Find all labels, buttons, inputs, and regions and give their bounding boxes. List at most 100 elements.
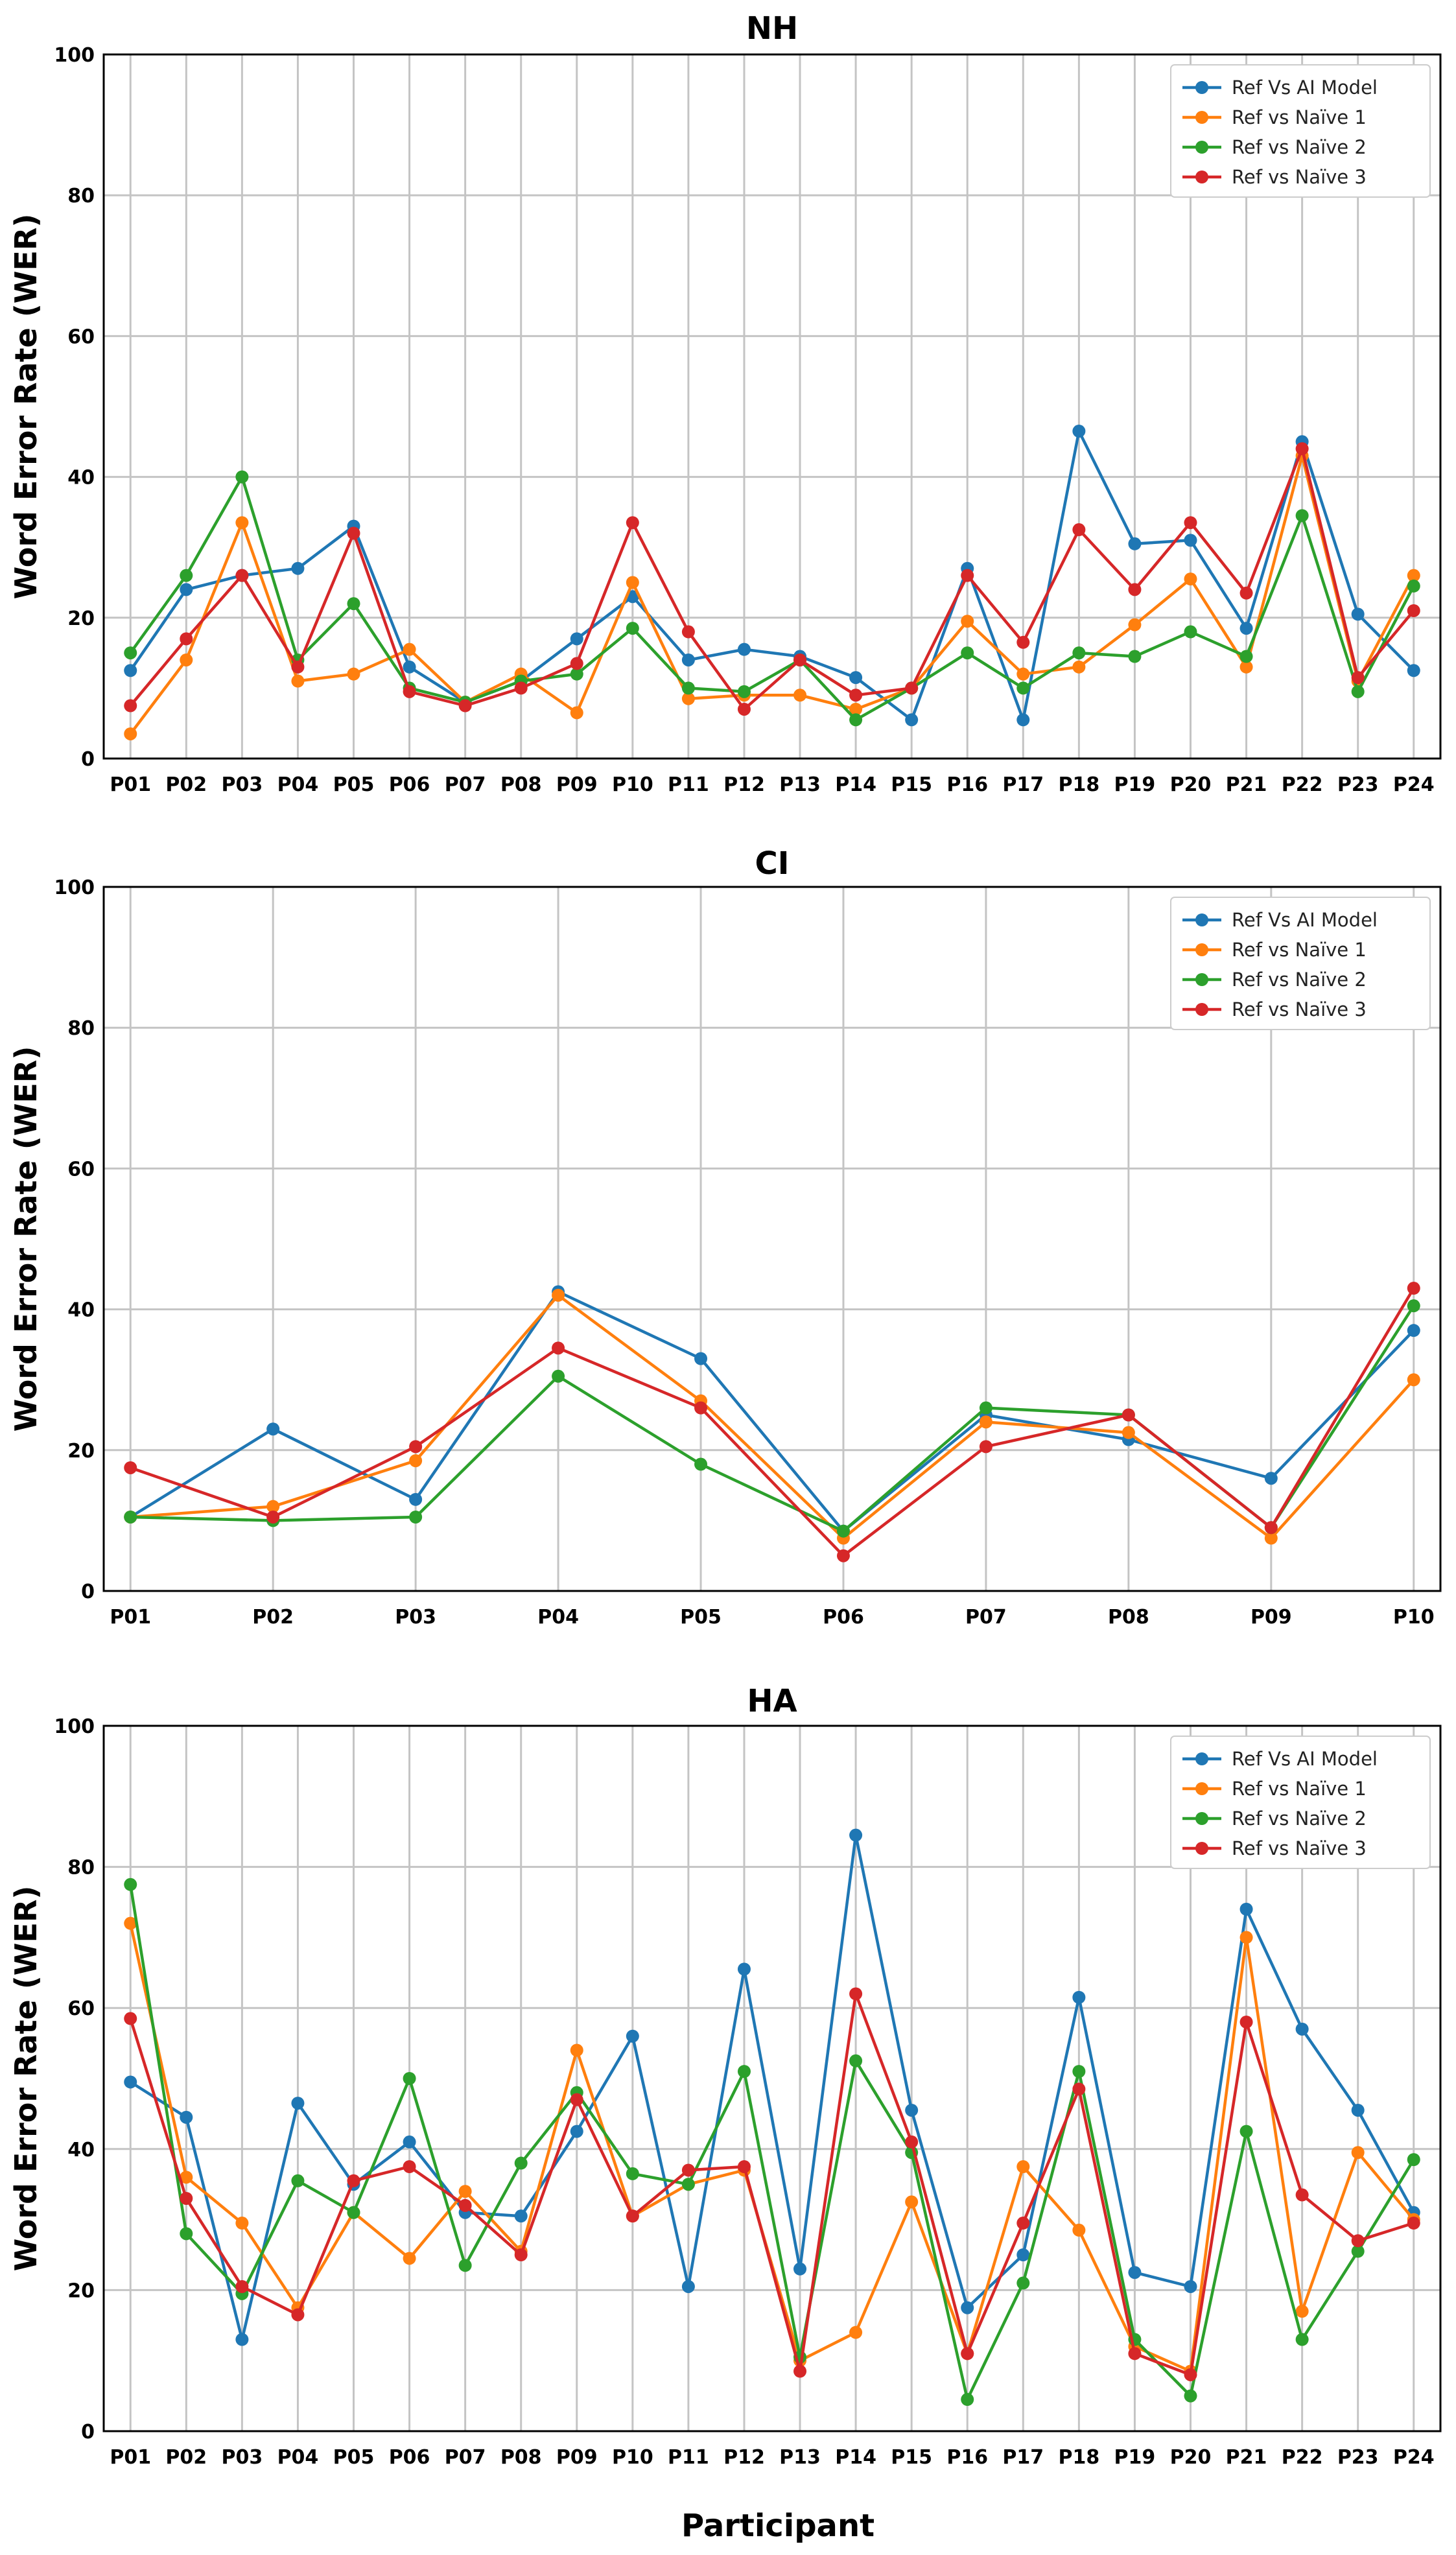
ci-point-ref-vs-na-ve-1 bbox=[1264, 1531, 1278, 1545]
nh-point-ref-vs-na-ve-1 bbox=[180, 653, 193, 666]
ha-legend-marker-ref-vs-na-ve-3 bbox=[1195, 1842, 1208, 1855]
ha-x-tick-label: P22 bbox=[1282, 2446, 1323, 2469]
ha-x-tick-label: P10 bbox=[612, 2446, 653, 2469]
nh-point-ref-vs-ai-model bbox=[180, 583, 193, 596]
ha-x-tick-label: P19 bbox=[1114, 2446, 1156, 2469]
ha-point-ref-vs-na-ve-2 bbox=[737, 2065, 751, 2078]
nh-legend-marker-ref-vs-ai-model bbox=[1195, 81, 1208, 94]
ha-point-ref-vs-na-ve-3 bbox=[793, 2364, 807, 2378]
ha-point-ref-vs-na-ve-1 bbox=[1016, 2160, 1030, 2173]
nh-x-tick-label: P20 bbox=[1170, 773, 1212, 796]
ha-point-ref-vs-na-ve-2 bbox=[1407, 2153, 1420, 2167]
ci-point-ref-vs-na-ve-3 bbox=[552, 1341, 565, 1355]
ci-point-ref-vs-ai-model bbox=[694, 1352, 708, 1365]
nh-point-ref-vs-na-ve-2 bbox=[347, 597, 360, 611]
ci-point-ref-vs-ai-model bbox=[1264, 1472, 1278, 1485]
nh-x-tick-label: P17 bbox=[1002, 773, 1044, 796]
ci-point-ref-vs-na-ve-3 bbox=[694, 1401, 708, 1415]
ha-x-tick-label: P06 bbox=[389, 2446, 430, 2469]
ha-point-ref-vs-ai-model bbox=[1239, 1902, 1253, 1916]
ha-point-ref-vs-na-ve-1 bbox=[458, 2185, 472, 2198]
nh-point-ref-vs-ai-model bbox=[570, 632, 583, 646]
ha-point-ref-vs-ai-model bbox=[626, 2029, 639, 2043]
nh-x-tick-label: P22 bbox=[1282, 773, 1323, 796]
nh-point-ref-vs-ai-model bbox=[681, 653, 695, 666]
ha-point-ref-vs-na-ve-3 bbox=[514, 2248, 528, 2261]
ci-legend-label-ref-vs-na-ve-1: Ref vs Naïve 1 bbox=[1232, 939, 1367, 961]
ci-y-tick-label: 40 bbox=[67, 1299, 95, 1322]
ha-point-ref-vs-na-ve-2 bbox=[291, 2174, 305, 2187]
nh-x-tick-label: P03 bbox=[221, 773, 263, 796]
ha-point-ref-vs-na-ve-2 bbox=[1239, 2125, 1253, 2138]
ha-point-ref-vs-na-ve-2 bbox=[347, 2206, 360, 2219]
ci-y-tick-label: 80 bbox=[67, 1017, 95, 1040]
ci-point-ref-vs-na-ve-3 bbox=[979, 1440, 992, 1454]
ci-point-ref-vs-na-ve-1 bbox=[552, 1288, 565, 1302]
ha-x-tick-label: P04 bbox=[277, 2446, 319, 2469]
ha-point-ref-vs-na-ve-3 bbox=[1072, 2082, 1086, 2096]
nh-point-ref-vs-na-ve-3 bbox=[1072, 523, 1086, 537]
ha-x-tick-label: P21 bbox=[1226, 2446, 1267, 2469]
nh-point-ref-vs-na-ve-1 bbox=[1407, 569, 1420, 582]
nh-legend-marker-ref-vs-na-ve-2 bbox=[1195, 141, 1208, 154]
ci-chart-title: CI bbox=[755, 845, 789, 882]
nh-plot-frame bbox=[102, 53, 1442, 760]
nh-point-ref-vs-ai-model bbox=[1072, 425, 1086, 438]
ha-point-ref-vs-ai-model bbox=[1072, 1990, 1086, 2004]
ha-legend-marker-ref-vs-na-ve-1 bbox=[1195, 1782, 1208, 1795]
ha-point-ref-vs-ai-model bbox=[681, 2279, 695, 2293]
nh-x-tick-label: P18 bbox=[1058, 773, 1099, 796]
ha-point-ref-vs-ai-model bbox=[570, 2125, 583, 2138]
ha-x-tick-label: P02 bbox=[165, 2446, 207, 2469]
nh-legend-label-ref-vs-ai-model: Ref Vs AI Model bbox=[1232, 77, 1378, 99]
ci-point-ref-vs-na-ve-2 bbox=[979, 1401, 992, 1415]
nh-x-tick-label: P15 bbox=[891, 773, 932, 796]
ha-legend: Ref Vs AI Model Ref vs Naïve 1 Ref vs Naïv… bbox=[1170, 1736, 1431, 1869]
nh-y-tick-label: 60 bbox=[67, 325, 95, 348]
nh-point-ref-vs-na-ve-3 bbox=[403, 685, 416, 698]
ha-chart-title: HA bbox=[747, 1683, 797, 1719]
nh-x-tick-label: P19 bbox=[1114, 773, 1156, 796]
ha-legend-box bbox=[1170, 1736, 1431, 1869]
ha-point-ref-vs-na-ve-1 bbox=[235, 2217, 249, 2230]
nh-point-ref-vs-na-ve-2 bbox=[180, 569, 193, 582]
ha-point-ref-vs-na-ve-3 bbox=[347, 2174, 360, 2187]
ha-point-ref-vs-na-ve-3 bbox=[458, 2198, 472, 2212]
ha-x-tick-label: P20 bbox=[1170, 2446, 1212, 2469]
ci-legend-marker-ref-vs-na-ve-3 bbox=[1195, 1003, 1208, 1016]
ci-x-tick-label: P08 bbox=[1108, 1606, 1149, 1629]
nh-point-ref-vs-na-ve-3 bbox=[1295, 442, 1309, 456]
nh-point-ref-vs-na-ve-1 bbox=[1184, 572, 1197, 586]
ci-x-tick-label: P04 bbox=[537, 1606, 579, 1629]
nh-point-ref-vs-na-ve-3 bbox=[849, 689, 863, 702]
ha-point-ref-vs-ai-model bbox=[849, 1828, 863, 1842]
ci-point-ref-vs-na-ve-3 bbox=[1264, 1521, 1278, 1535]
ha-point-ref-vs-na-ve-2 bbox=[626, 2167, 639, 2180]
nh-point-ref-vs-na-ve-3 bbox=[291, 660, 305, 674]
ci-point-ref-vs-ai-model bbox=[409, 1492, 423, 1506]
ha-point-ref-vs-ai-model bbox=[961, 2301, 974, 2314]
nh-legend-box bbox=[1170, 64, 1431, 198]
nh-series-line-ref-vs-na-ve-3 bbox=[129, 447, 1415, 711]
ci-legend-label-ref-vs-na-ve-3: Ref vs Naïve 3 bbox=[1232, 998, 1367, 1020]
ha-panel: 0 20 40 60 80 100 P01 P02 P03 P04 P05 P06 P07 P08 P09 P… bbox=[8, 1683, 1442, 2469]
ha-y-tick-label: 100 bbox=[54, 1715, 95, 1738]
nh-y-tick-label: 20 bbox=[67, 607, 95, 630]
ha-point-ref-vs-na-ve-3 bbox=[291, 2308, 305, 2322]
ci-y-tick-label: 20 bbox=[67, 1440, 95, 1463]
ha-point-ref-vs-na-ve-3 bbox=[1239, 2015, 1253, 2029]
ha-point-ref-vs-na-ve-3 bbox=[1016, 2217, 1030, 2230]
nh-point-ref-vs-ai-model bbox=[905, 713, 919, 727]
ci-point-ref-vs-na-ve-3 bbox=[266, 1510, 280, 1524]
ci-plot-frame bbox=[102, 886, 1442, 1592]
ci-point-ref-vs-na-ve-3 bbox=[1121, 1408, 1135, 1422]
nh-point-ref-vs-na-ve-3 bbox=[347, 526, 360, 540]
ha-point-ref-vs-na-ve-3 bbox=[235, 2279, 249, 2293]
ha-point-ref-vs-na-ve-2 bbox=[961, 2393, 974, 2407]
ha-point-ref-vs-ai-model bbox=[1016, 2248, 1030, 2261]
ha-point-ref-vs-na-ve-3 bbox=[681, 2163, 695, 2177]
nh-point-ref-vs-na-ve-1 bbox=[235, 516, 249, 530]
nh-y-axis-label: Word Error Rate (WER) bbox=[8, 214, 43, 600]
ci-point-ref-vs-na-ve-1 bbox=[1407, 1373, 1420, 1387]
